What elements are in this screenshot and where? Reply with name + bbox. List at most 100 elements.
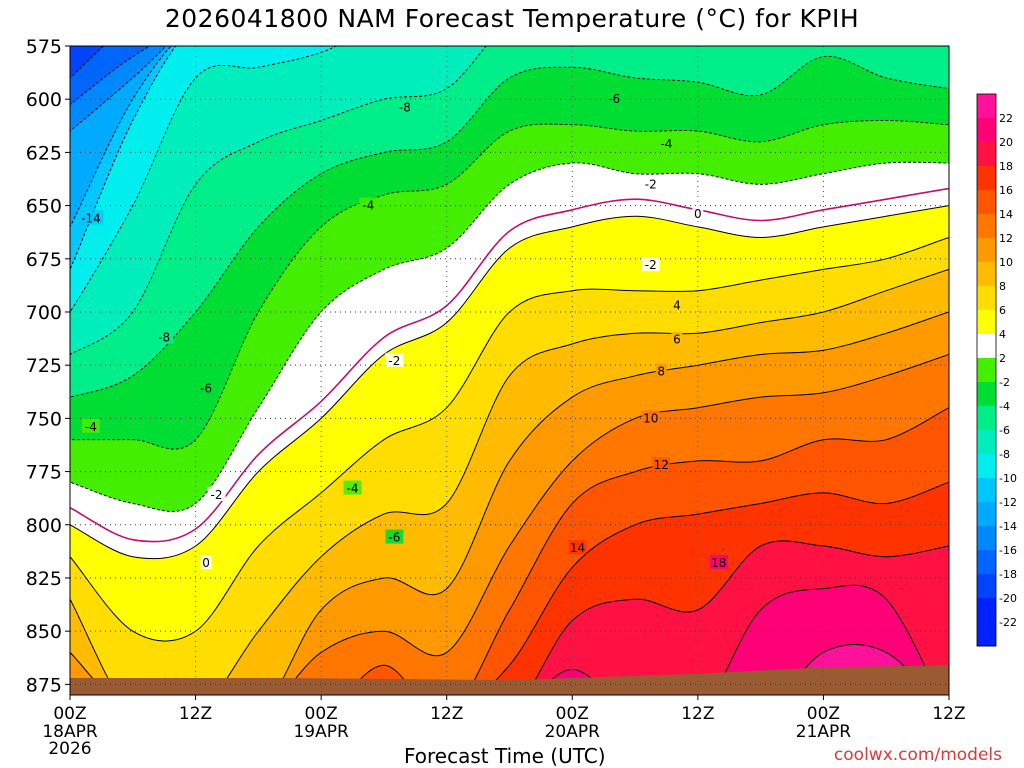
x-tick-label: 12Z <box>179 704 212 724</box>
y-tick-label: 850 <box>26 621 62 643</box>
contour-label-bg <box>359 197 378 212</box>
contour-label-bg <box>78 210 104 225</box>
contour-label: 8 <box>657 365 665 379</box>
colorbar-swatch <box>977 406 996 431</box>
colorbar-swatch <box>977 478 996 503</box>
x-axis-title: Forecast Time (UTC) <box>404 744 606 768</box>
colorbar-label: 12 <box>999 232 1013 245</box>
contour-label-bg <box>641 176 660 191</box>
y-tick-label: 700 <box>26 302 62 324</box>
contour-label-bg <box>671 331 683 346</box>
colorbar-swatch <box>977 358 996 383</box>
contour-label: 18 <box>711 556 726 570</box>
y-tick-label: 725 <box>26 355 62 377</box>
x-tick-label: 00Z <box>807 704 840 724</box>
colorbar-label: -6 <box>999 424 1010 437</box>
contour-label-bg <box>81 418 100 433</box>
colorbar-swatch <box>977 262 996 287</box>
x-tick-label: 12Z <box>430 704 463 724</box>
contour-label: -8 <box>399 101 411 115</box>
x-tick-sublabel: 21APR <box>796 722 852 742</box>
colorbar-swatch <box>977 334 996 359</box>
isotherm--12 <box>70 46 177 271</box>
contour-label-bg <box>709 555 728 570</box>
contour-label: -8 <box>158 331 170 345</box>
colorbar-label: 20 <box>999 136 1013 149</box>
colorbar-label: -22 <box>999 616 1017 629</box>
contour-label-bg <box>655 363 667 378</box>
colorbar-label: -2 <box>999 376 1010 389</box>
x-tick-sublabel: 18APR <box>42 722 98 742</box>
colorbar-swatch <box>977 118 996 143</box>
contour-label: 10 <box>643 411 658 425</box>
isotherm--8 <box>70 46 487 356</box>
isotherm--6 <box>70 55 949 398</box>
isotherm-20 <box>782 644 931 695</box>
colorbar-swatch <box>977 286 996 311</box>
contour-label-bg <box>200 555 212 570</box>
contour-label-bg <box>652 457 671 472</box>
y-tick-label: 825 <box>26 568 62 590</box>
colorbar-label: -18 <box>999 568 1017 581</box>
colorbar-label: -8 <box>999 448 1010 461</box>
colorbar-label: -14 <box>999 520 1017 533</box>
contour-label: -2 <box>645 177 657 191</box>
x-tick-label: 12Z <box>681 704 714 724</box>
y-tick-label: 575 <box>26 36 62 58</box>
colorbar-label: 8 <box>999 280 1006 293</box>
y-tick-label: 875 <box>26 674 62 696</box>
contour-label: 14 <box>570 541 585 555</box>
contour-label: 0 <box>694 207 702 221</box>
contour-label: -4 <box>85 420 97 434</box>
contour-label-bg <box>385 529 404 544</box>
colorbar-label: -10 <box>999 472 1017 485</box>
x-tick-sublabel: 19APR <box>293 722 349 742</box>
contour-label-bg <box>385 352 404 367</box>
colorbar-swatch <box>977 430 996 455</box>
colorbar-swatch <box>977 310 996 335</box>
x-tick-label: 00Z <box>556 704 589 724</box>
contour-label-bg <box>671 297 683 312</box>
isotherm--2 <box>70 161 949 512</box>
x-tick-label: 00Z <box>305 704 338 724</box>
contour-label-bg <box>641 410 660 425</box>
chart-title: 2026041800 NAM Forecast Temperature (°C)… <box>164 4 860 33</box>
isotherm--14 <box>70 46 172 228</box>
x-tick-sublabel: 20APR <box>545 722 601 742</box>
colorbar-label: 4 <box>999 328 1006 341</box>
isotherm-6 <box>70 268 949 695</box>
colorbar-swatch <box>977 622 996 647</box>
contour-label: 6 <box>673 333 681 347</box>
contour-label: 4 <box>673 299 681 313</box>
colorbar-swatch <box>977 550 996 575</box>
isotherm-10 <box>281 353 949 695</box>
x-tick-label: 00Z <box>53 704 86 724</box>
contour-label-bg <box>155 329 174 344</box>
contour-label: -6 <box>608 92 620 106</box>
isotherm-8 <box>70 311 949 695</box>
colorbar-label: -16 <box>999 544 1017 557</box>
x-tick-sublabel: 2026 <box>48 739 91 759</box>
contour-label: 0 <box>202 556 210 570</box>
colorbar-label: 6 <box>999 304 1006 317</box>
contour-label-bg <box>605 91 624 106</box>
contour-label: 12 <box>654 458 669 472</box>
colorbar-label: 16 <box>999 184 1013 197</box>
contour-label-bg <box>568 540 587 555</box>
contour-label-bg <box>343 480 362 495</box>
contour-label: -14 <box>81 211 101 225</box>
contour-label: -6 <box>200 382 212 396</box>
colorbar-swatch <box>977 94 996 119</box>
y-tick-label: 775 <box>26 462 62 484</box>
contour-label: -2 <box>388 354 400 368</box>
colorbar-swatch <box>977 526 996 551</box>
plot-frame <box>69 45 950 696</box>
colorbar-label: 14 <box>999 208 1013 221</box>
colorbar-label: 10 <box>999 256 1013 269</box>
isotherm--4 <box>70 120 949 450</box>
isotherm--16 <box>70 46 167 132</box>
colorbar-swatch <box>977 166 996 191</box>
colorbar-swatch <box>977 382 996 407</box>
colorbar-label: -20 <box>999 592 1017 605</box>
colorbar-label: -4 <box>999 400 1010 413</box>
